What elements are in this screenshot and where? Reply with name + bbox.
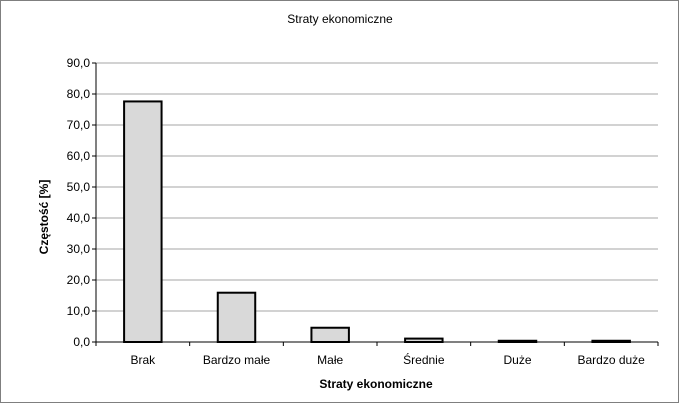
y-tick-label: 50,0 xyxy=(67,180,91,194)
y-tick-label: 90,0 xyxy=(67,56,91,70)
bar xyxy=(310,326,350,343)
y-tick-label: 0,0 xyxy=(73,335,90,349)
y-tick-label: 10,0 xyxy=(67,304,91,318)
bar xyxy=(123,100,163,343)
y-tick-label: 20,0 xyxy=(67,273,91,287)
bar xyxy=(216,291,257,343)
y-tick-label: 70,0 xyxy=(67,118,91,132)
gridlines xyxy=(96,62,658,312)
tick-labels: 0,0 10,0 20,0 30,0 40,0 50,0 60,0 70,0 80,0 90,0 B… xyxy=(67,56,646,367)
y-tick-label: 30,0 xyxy=(67,242,91,256)
bars xyxy=(123,100,631,344)
y-tick-label: 40,0 xyxy=(67,211,91,225)
y-axis-label: Częstość [%] xyxy=(37,180,51,255)
x-tick-label: Bardzo małe xyxy=(203,353,271,367)
x-tick-label: Brak xyxy=(130,353,156,367)
x-tick-label: Duże xyxy=(503,353,531,367)
x-tick-label: Małe xyxy=(317,353,343,367)
y-tick-label: 60,0 xyxy=(67,149,91,163)
x-tick-label: Bardzo duże xyxy=(577,353,645,367)
x-tick-label: Średnie xyxy=(403,352,445,367)
x-axis-label: Straty ekonomiczne xyxy=(319,377,433,391)
axes xyxy=(92,62,659,346)
bar xyxy=(404,337,444,343)
y-tick-label: 80,0 xyxy=(67,87,91,101)
chart-title: Straty ekonomiczne xyxy=(287,12,393,26)
